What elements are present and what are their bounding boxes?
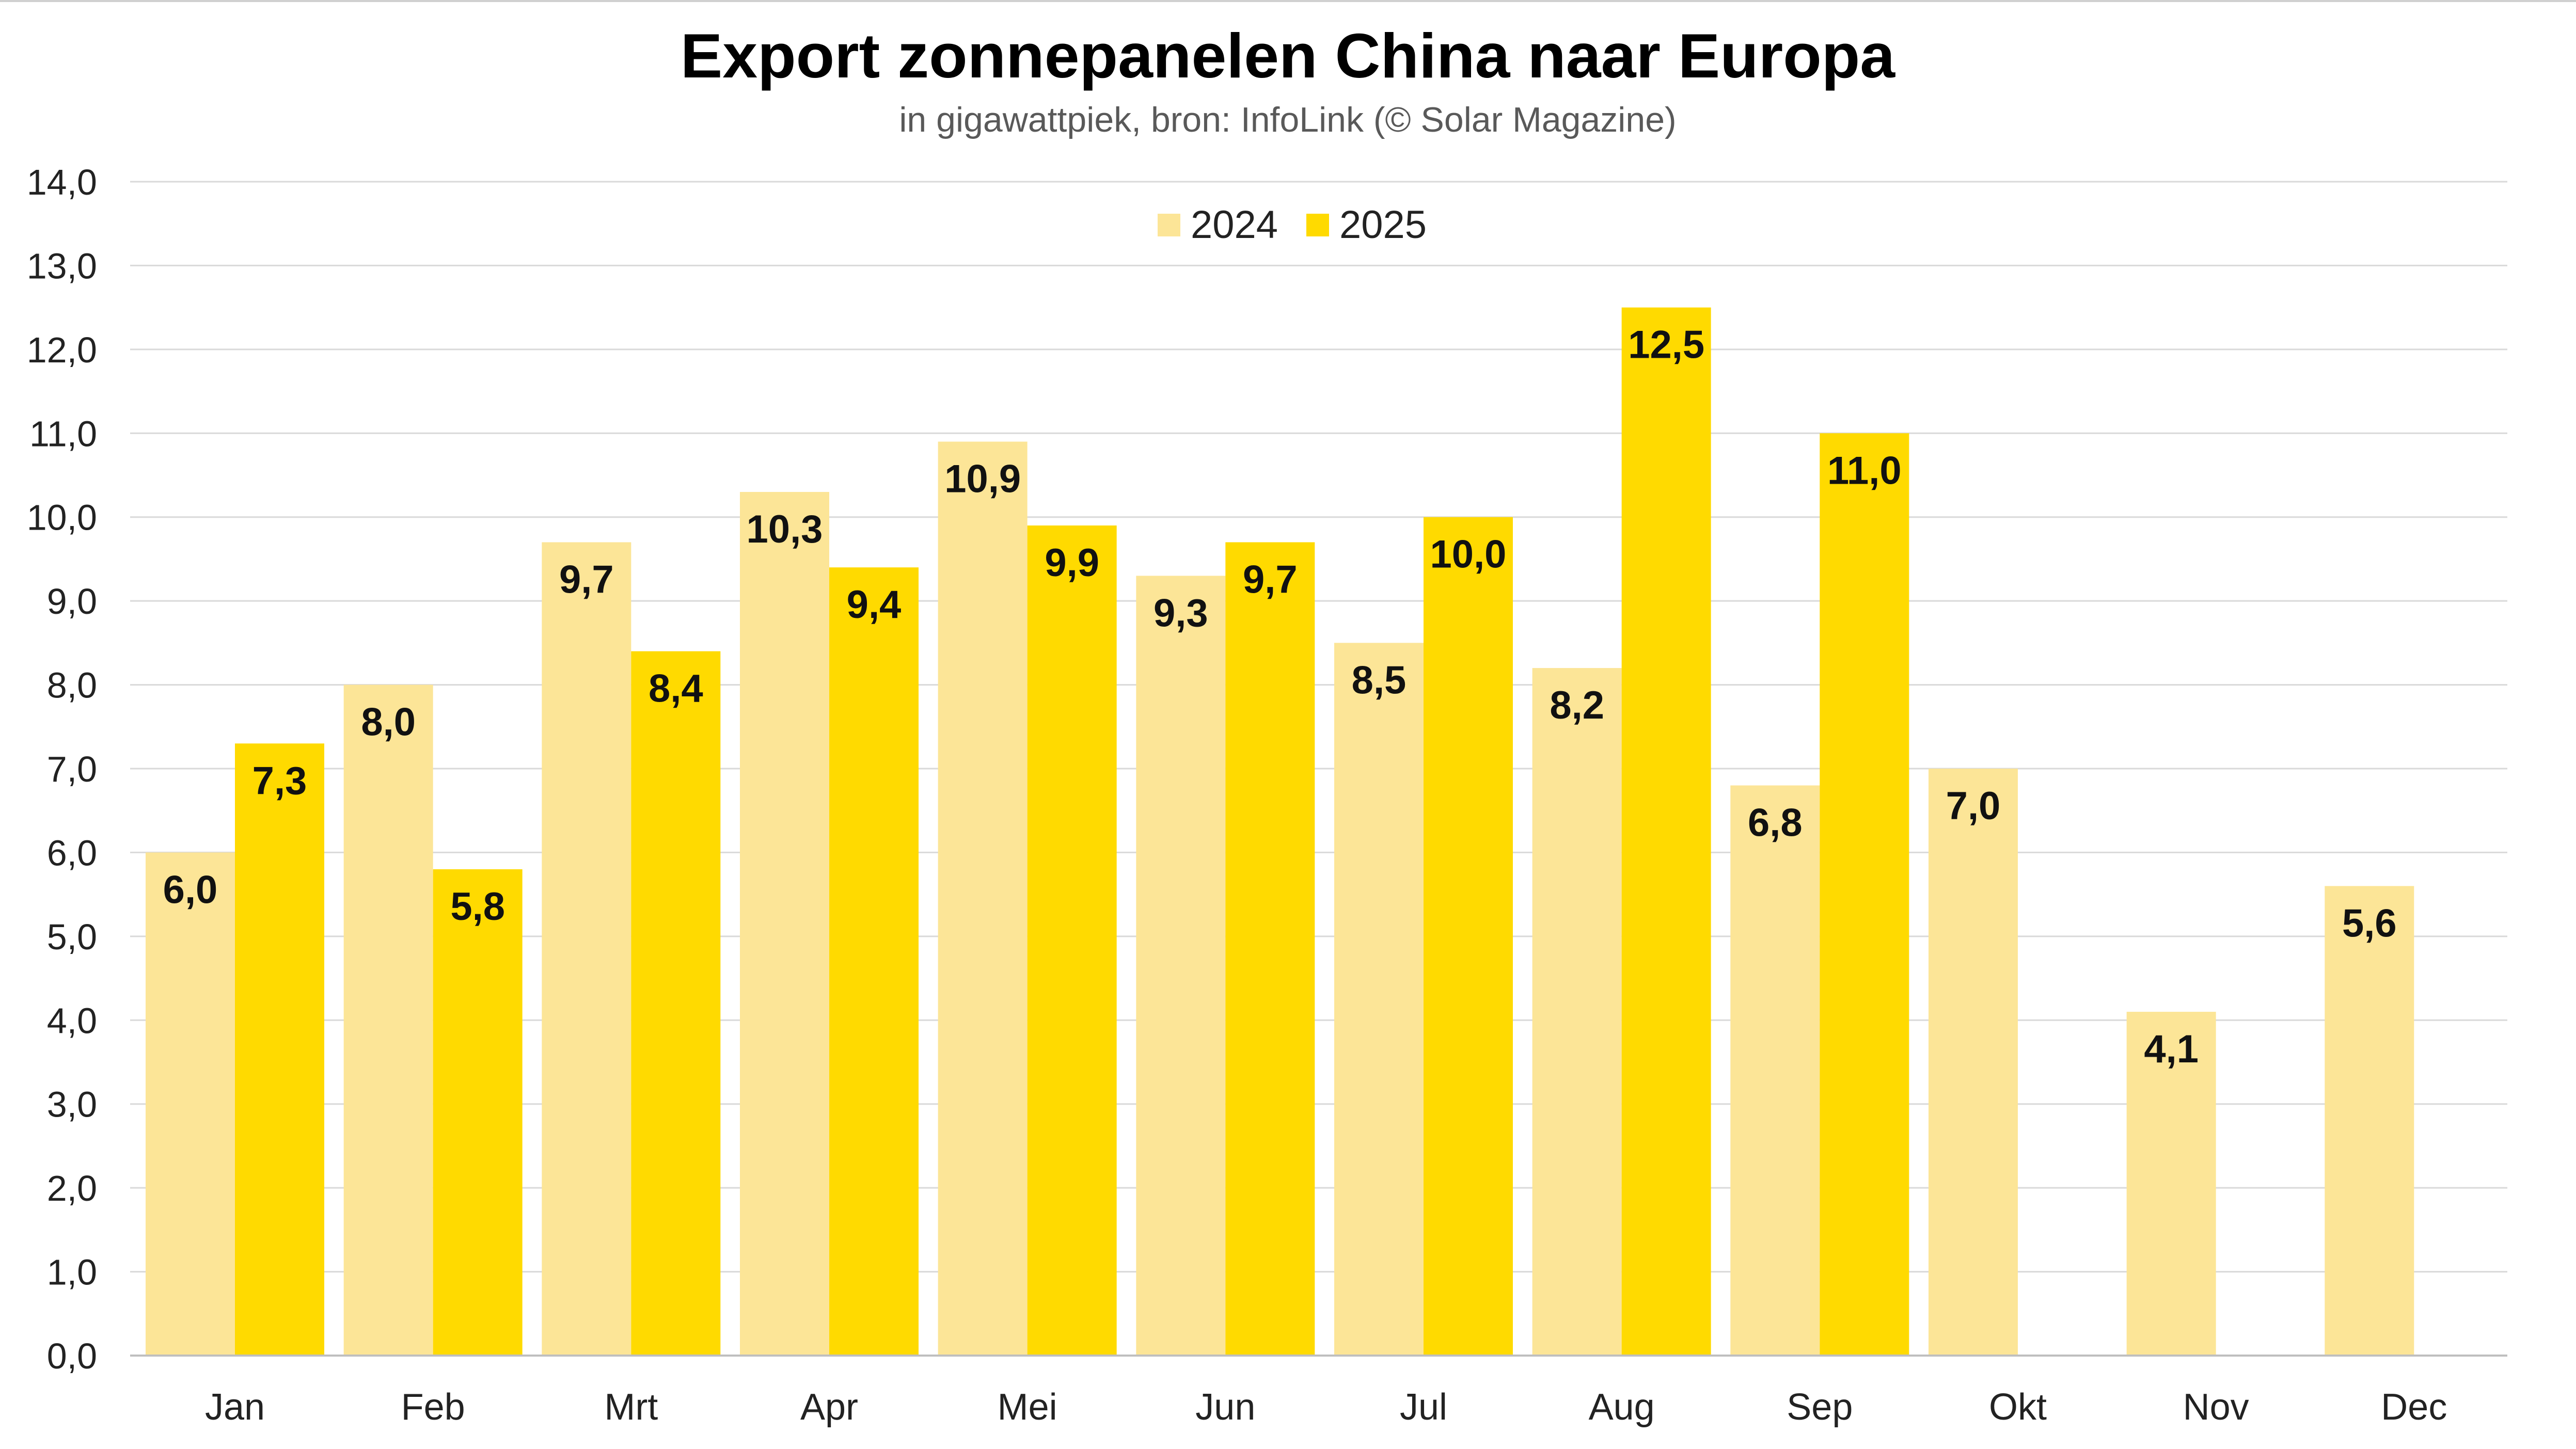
x-category-label: Apr — [800, 1387, 858, 1428]
data-label-2025-jun: 9,7 — [1243, 558, 1298, 601]
x-category-label: Nov — [2183, 1387, 2249, 1428]
bar-2024-mei — [938, 441, 1028, 1356]
bar-2024-feb — [343, 684, 433, 1356]
x-category-label: Jun — [1195, 1387, 1255, 1428]
y-tick-label: 11,0 — [29, 413, 97, 454]
data-label-2024-sep: 6,8 — [1748, 801, 1803, 845]
chart-subtitle: in gigawattpiek, bron: InfoLink (© Solar… — [899, 100, 1676, 139]
x-category-label: Mei — [998, 1387, 1057, 1428]
x-category-label: Jul — [1400, 1387, 1447, 1428]
x-category-label: Aug — [1589, 1387, 1655, 1428]
chart-title: Export zonnepanelen China naar Europa — [681, 21, 1895, 91]
y-tick-label: 5,0 — [47, 917, 97, 957]
x-category-label: Sep — [1787, 1387, 1853, 1428]
data-label-2024-nov: 4,1 — [2144, 1027, 2199, 1071]
bar-2024-apr — [740, 491, 829, 1356]
bar-2024-jun — [1136, 576, 1226, 1356]
x-category-label: Dec — [2381, 1387, 2447, 1428]
bar-2025-jan — [235, 743, 324, 1356]
gridlines — [130, 181, 2507, 1273]
bar-2025-mrt — [631, 651, 721, 1356]
x-category-label: Mrt — [604, 1387, 658, 1428]
x-category-label: Okt — [1989, 1387, 2047, 1428]
y-tick-label: 9,0 — [47, 581, 97, 622]
bar-2025-aug — [1621, 307, 1711, 1356]
bar-2024-nov — [2126, 1012, 2216, 1356]
data-label-2024-apr: 10,3 — [747, 507, 823, 551]
y-axis-ticks: 0,0 1,0 2,0 3,0 4,0 5,0 6,0 7,0 8,0 9,0 10,0 11,0 12… — [27, 162, 97, 1376]
bar-2025-feb — [433, 869, 523, 1356]
bar-2024-dec — [2325, 886, 2414, 1356]
legend-label-2024: 2024 — [1191, 203, 1278, 247]
data-labels: 6,0 7,3 8,0 5,8 9,7 8,4 10,3 9,4 10,9 9,9 9,3 9,7 8,… — [163, 323, 2397, 1071]
data-label-2024-mrt: 9,7 — [559, 558, 614, 601]
data-label-2024-feb: 8,0 — [361, 700, 416, 744]
bar-2024-okt — [1929, 769, 2018, 1356]
data-label-2024-jul: 8,5 — [1352, 658, 1406, 702]
bar-2025-mei — [1027, 525, 1117, 1356]
data-label-2024-aug: 8,2 — [1550, 683, 1604, 727]
y-tick-label: 0,0 — [47, 1336, 97, 1376]
bar-2025-jul — [1424, 517, 1513, 1356]
legend-swatch-2025 — [1306, 214, 1329, 236]
x-category-label: Jan — [205, 1387, 265, 1428]
data-label-2025-sep: 11,0 — [1827, 449, 1902, 492]
y-tick-label: 4,0 — [47, 1000, 97, 1041]
bar-2024-sep — [1730, 785, 1820, 1356]
data-label-2024-dec: 5,6 — [2342, 901, 2397, 945]
data-label-2025-jul: 10,0 — [1430, 533, 1507, 577]
y-tick-label: 10,0 — [27, 498, 97, 538]
bar-2024-aug — [1532, 668, 1622, 1356]
y-tick-label: 7,0 — [47, 749, 97, 789]
legend-label-2025: 2025 — [1339, 203, 1427, 247]
legend-swatch-2024 — [1158, 214, 1180, 236]
bar-2024-mrt — [542, 542, 631, 1356]
data-label-2025-jan: 7,3 — [252, 759, 307, 803]
y-tick-label: 14,0 — [27, 162, 97, 202]
data-label-2025-mrt: 8,4 — [649, 667, 703, 711]
data-label-2024-mei: 10,9 — [944, 457, 1021, 501]
legend: 2024 2025 — [1158, 203, 1427, 247]
data-label-2025-mei: 9,9 — [1045, 541, 1099, 585]
data-label-2024-jun: 9,3 — [1153, 591, 1208, 635]
x-axis-categories: Jan Feb Mrt Apr Mei Jun Jul Aug Sep Okt Nov Dec — [205, 1387, 2447, 1428]
y-tick-label: 2,0 — [47, 1168, 97, 1208]
x-category-label: Feb — [401, 1387, 465, 1428]
bar-2024-jan — [146, 852, 235, 1356]
bar-2025-apr — [829, 567, 919, 1356]
y-tick-label: 1,0 — [47, 1252, 97, 1293]
data-label-2025-feb: 5,8 — [450, 885, 505, 929]
y-tick-label: 6,0 — [47, 833, 97, 873]
data-label-2025-apr: 9,4 — [847, 583, 902, 627]
y-tick-label: 12,0 — [27, 330, 97, 370]
y-tick-label: 8,0 — [47, 665, 97, 706]
data-label-2025-aug: 12,5 — [1628, 323, 1704, 367]
y-tick-label: 3,0 — [47, 1085, 97, 1125]
data-label-2024-okt: 7,0 — [1946, 784, 2001, 828]
bar-2025-sep — [1820, 433, 1909, 1356]
y-tick-label: 13,0 — [27, 246, 97, 286]
bar-2025-jun — [1225, 542, 1315, 1356]
data-label-2024-jan: 6,0 — [163, 868, 218, 912]
bars — [146, 307, 2414, 1356]
bar-2024-jul — [1334, 643, 1424, 1356]
